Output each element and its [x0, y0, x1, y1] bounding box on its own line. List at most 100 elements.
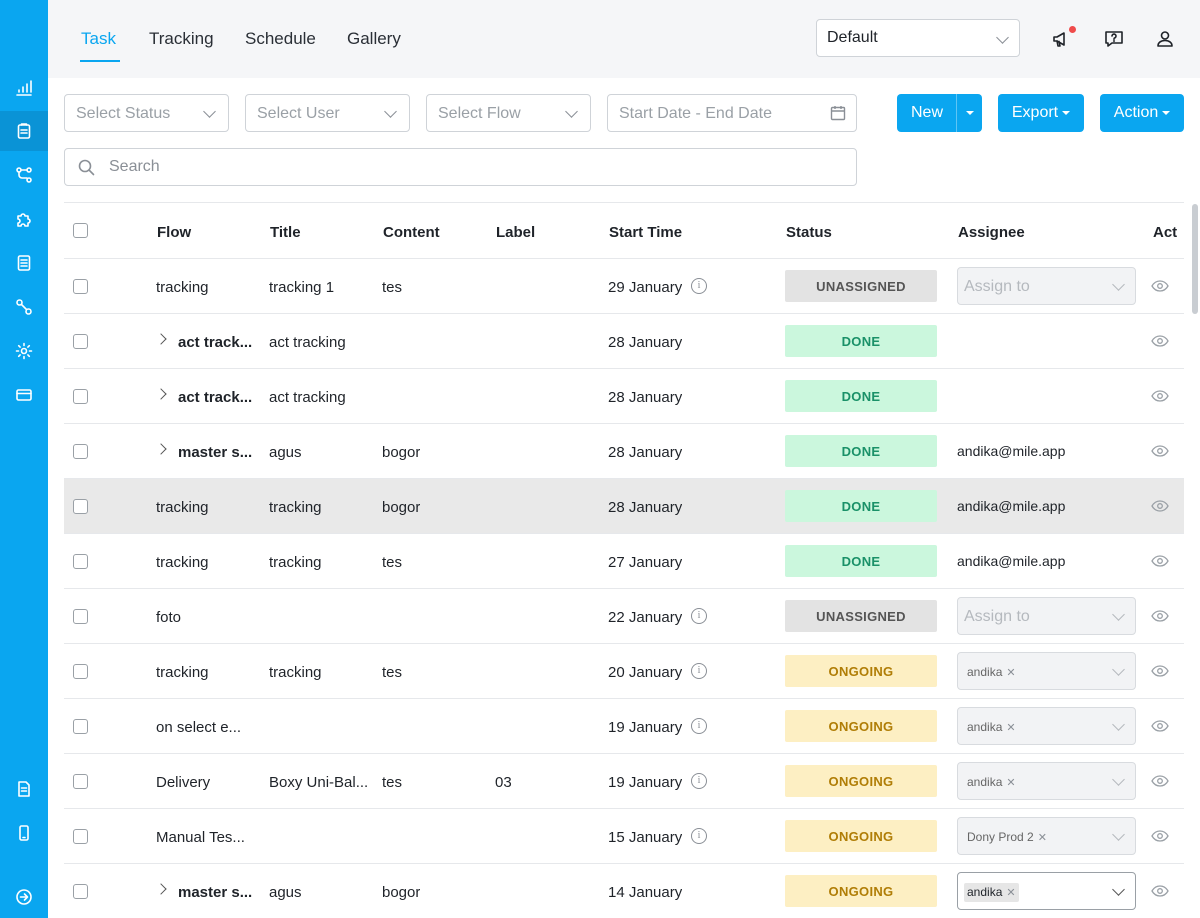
column-header-action[interactable]: Act — [1153, 224, 1178, 241]
view-eye-icon[interactable] — [1151, 279, 1169, 293]
assign-select[interactable]: Assign to — [957, 597, 1136, 635]
view-eye-icon[interactable] — [1151, 334, 1169, 348]
column-header-flow[interactable]: Flow — [157, 224, 192, 241]
view-eye-icon[interactable] — [1151, 389, 1169, 403]
user-filter[interactable]: Select User — [245, 94, 410, 132]
row-checkbox[interactable] — [73, 499, 88, 514]
tab-task[interactable]: Task — [81, 29, 116, 48]
sidebar-item-routing[interactable] — [0, 287, 48, 327]
table-row[interactable]: act track... act tracking 28 January DONE — [64, 314, 1184, 369]
table-row[interactable]: Delivery Boxy Uni-Bal... tes 03 19 January i O… — [64, 754, 1184, 809]
row-checkbox[interactable] — [73, 609, 88, 624]
assign-select[interactable]: andika ✕ — [957, 652, 1136, 690]
expand-chevron-icon[interactable] — [155, 333, 167, 345]
view-eye-icon[interactable] — [1151, 664, 1169, 678]
user-icon[interactable] — [1154, 28, 1176, 50]
column-header-assignee[interactable]: Assignee — [958, 224, 1025, 241]
row-checkbox[interactable] — [73, 554, 88, 569]
tab-gallery[interactable]: Gallery — [347, 29, 401, 48]
puzzle-icon — [17, 213, 31, 227]
sidebar-item-integration[interactable] — [0, 199, 48, 239]
assign-select[interactable]: andika ✕ — [957, 762, 1136, 800]
column-header-label[interactable]: Label — [496, 224, 536, 241]
table-row[interactable]: Manual Tes... 15 January i ONGOING Dony Prod… — [64, 809, 1184, 864]
sidebar-item-expand[interactable] — [0, 877, 48, 917]
info-icon[interactable]: i — [691, 828, 707, 844]
column-header-start-time[interactable]: Start Time — [609, 224, 683, 241]
view-eye-icon[interactable] — [1151, 499, 1169, 513]
assign-select[interactable]: andika ✕ — [957, 707, 1136, 745]
status-filter[interactable]: Select Status — [64, 94, 229, 132]
view-eye-icon[interactable] — [1151, 829, 1169, 843]
search-box[interactable] — [64, 148, 857, 186]
column-header-title[interactable]: Title — [270, 224, 301, 241]
table-row[interactable]: act track... act tracking 28 January DONE — [64, 369, 1184, 424]
table-row[interactable]: tracking tracking 1 tes 29 January i UNASSIGN… — [64, 259, 1184, 314]
remove-tag-icon[interactable]: ✕ — [1006, 722, 1016, 734]
view-eye-icon[interactable] — [1151, 884, 1169, 898]
view-eye-icon[interactable] — [1151, 719, 1169, 733]
date-range-placeholder: Start Date - End Date — [619, 105, 772, 122]
sidebar-item-flow[interactable] — [0, 155, 48, 195]
table-row[interactable]: tracking tracking bogor 28 January DONE andik… — [64, 479, 1184, 534]
row-checkbox[interactable] — [73, 884, 88, 899]
scrollbar[interactable] — [1192, 204, 1198, 314]
table-row[interactable]: foto 22 January i UNASSIGNED Assign to — [64, 589, 1184, 644]
info-icon[interactable]: i — [691, 773, 707, 789]
table-row[interactable]: tracking tracking tes 20 January i ONGOING and… — [64, 644, 1184, 699]
new-button[interactable]: New — [897, 94, 957, 132]
announcement-icon[interactable] — [1051, 26, 1076, 50]
select-all-checkbox[interactable] — [73, 223, 88, 238]
action-button[interactable]: Action — [1100, 94, 1184, 132]
sidebar-item-data[interactable] — [0, 243, 48, 283]
column-header-content[interactable]: Content — [383, 224, 440, 241]
sidebar-item-docs[interactable] — [0, 769, 48, 809]
sidebar-item-billing[interactable] — [0, 375, 48, 415]
export-button[interactable]: Export — [998, 94, 1084, 132]
row-checkbox[interactable] — [73, 389, 88, 404]
help-icon[interactable] — [1103, 28, 1125, 50]
info-icon[interactable]: i — [691, 608, 707, 624]
info-icon[interactable]: i — [691, 278, 707, 294]
info-icon[interactable]: i — [691, 663, 707, 679]
new-dropdown-toggle[interactable] — [956, 94, 982, 132]
sidebar-item-dashboard[interactable] — [0, 68, 48, 108]
assign-select[interactable]: Dony Prod 2 ✕ — [957, 817, 1136, 855]
row-checkbox[interactable] — [73, 774, 88, 789]
sidebar-item-task[interactable] — [0, 111, 48, 151]
sidebar-item-settings[interactable] — [0, 331, 48, 371]
view-eye-icon[interactable] — [1151, 554, 1169, 568]
table-row[interactable]: master s... agus bogor 14 January ONGOING and… — [64, 864, 1184, 918]
view-select[interactable]: Default — [816, 19, 1020, 57]
info-icon[interactable]: i — [691, 718, 707, 734]
expand-chevron-icon[interactable] — [155, 443, 167, 455]
flow-filter[interactable]: Select Flow — [426, 94, 591, 132]
row-checkbox[interactable] — [73, 279, 88, 294]
row-checkbox[interactable] — [73, 444, 88, 459]
row-checkbox[interactable] — [73, 829, 88, 844]
view-eye-icon[interactable] — [1151, 774, 1169, 788]
remove-tag-icon[interactable]: ✕ — [1006, 667, 1016, 679]
sidebar-item-mobile[interactable] — [0, 813, 48, 853]
view-eye-icon[interactable] — [1151, 444, 1169, 458]
table-row[interactable]: master s... agus bogor 28 January DONE andika… — [64, 424, 1184, 479]
expand-chevron-icon[interactable] — [155, 388, 167, 400]
row-checkbox[interactable] — [73, 719, 88, 734]
expand-chevron-icon[interactable] — [155, 883, 167, 895]
tab-tracking[interactable]: Tracking — [149, 29, 214, 48]
view-eye-icon[interactable] — [1151, 609, 1169, 623]
remove-tag-icon[interactable]: ✕ — [1006, 777, 1016, 789]
remove-tag-icon[interactable]: ✕ — [1006, 887, 1016, 899]
row-checkbox[interactable] — [73, 664, 88, 679]
date-range-filter[interactable]: Start Date - End Date — [607, 94, 857, 132]
table-row[interactable]: tracking tracking tes 27 January DONE andika@… — [64, 534, 1184, 589]
assign-select[interactable]: andika ✕ — [957, 872, 1136, 910]
cell-content: bogor — [382, 444, 421, 461]
tab-schedule[interactable]: Schedule — [245, 29, 316, 48]
remove-tag-icon[interactable]: ✕ — [1037, 832, 1047, 844]
assign-select[interactable]: Assign to — [957, 267, 1136, 305]
table-row[interactable]: on select e... 19 January i ONGOING andika ✕ — [64, 699, 1184, 754]
row-checkbox[interactable] — [73, 334, 88, 349]
column-header-status[interactable]: Status — [786, 224, 832, 241]
search-input[interactable] — [109, 157, 829, 177]
